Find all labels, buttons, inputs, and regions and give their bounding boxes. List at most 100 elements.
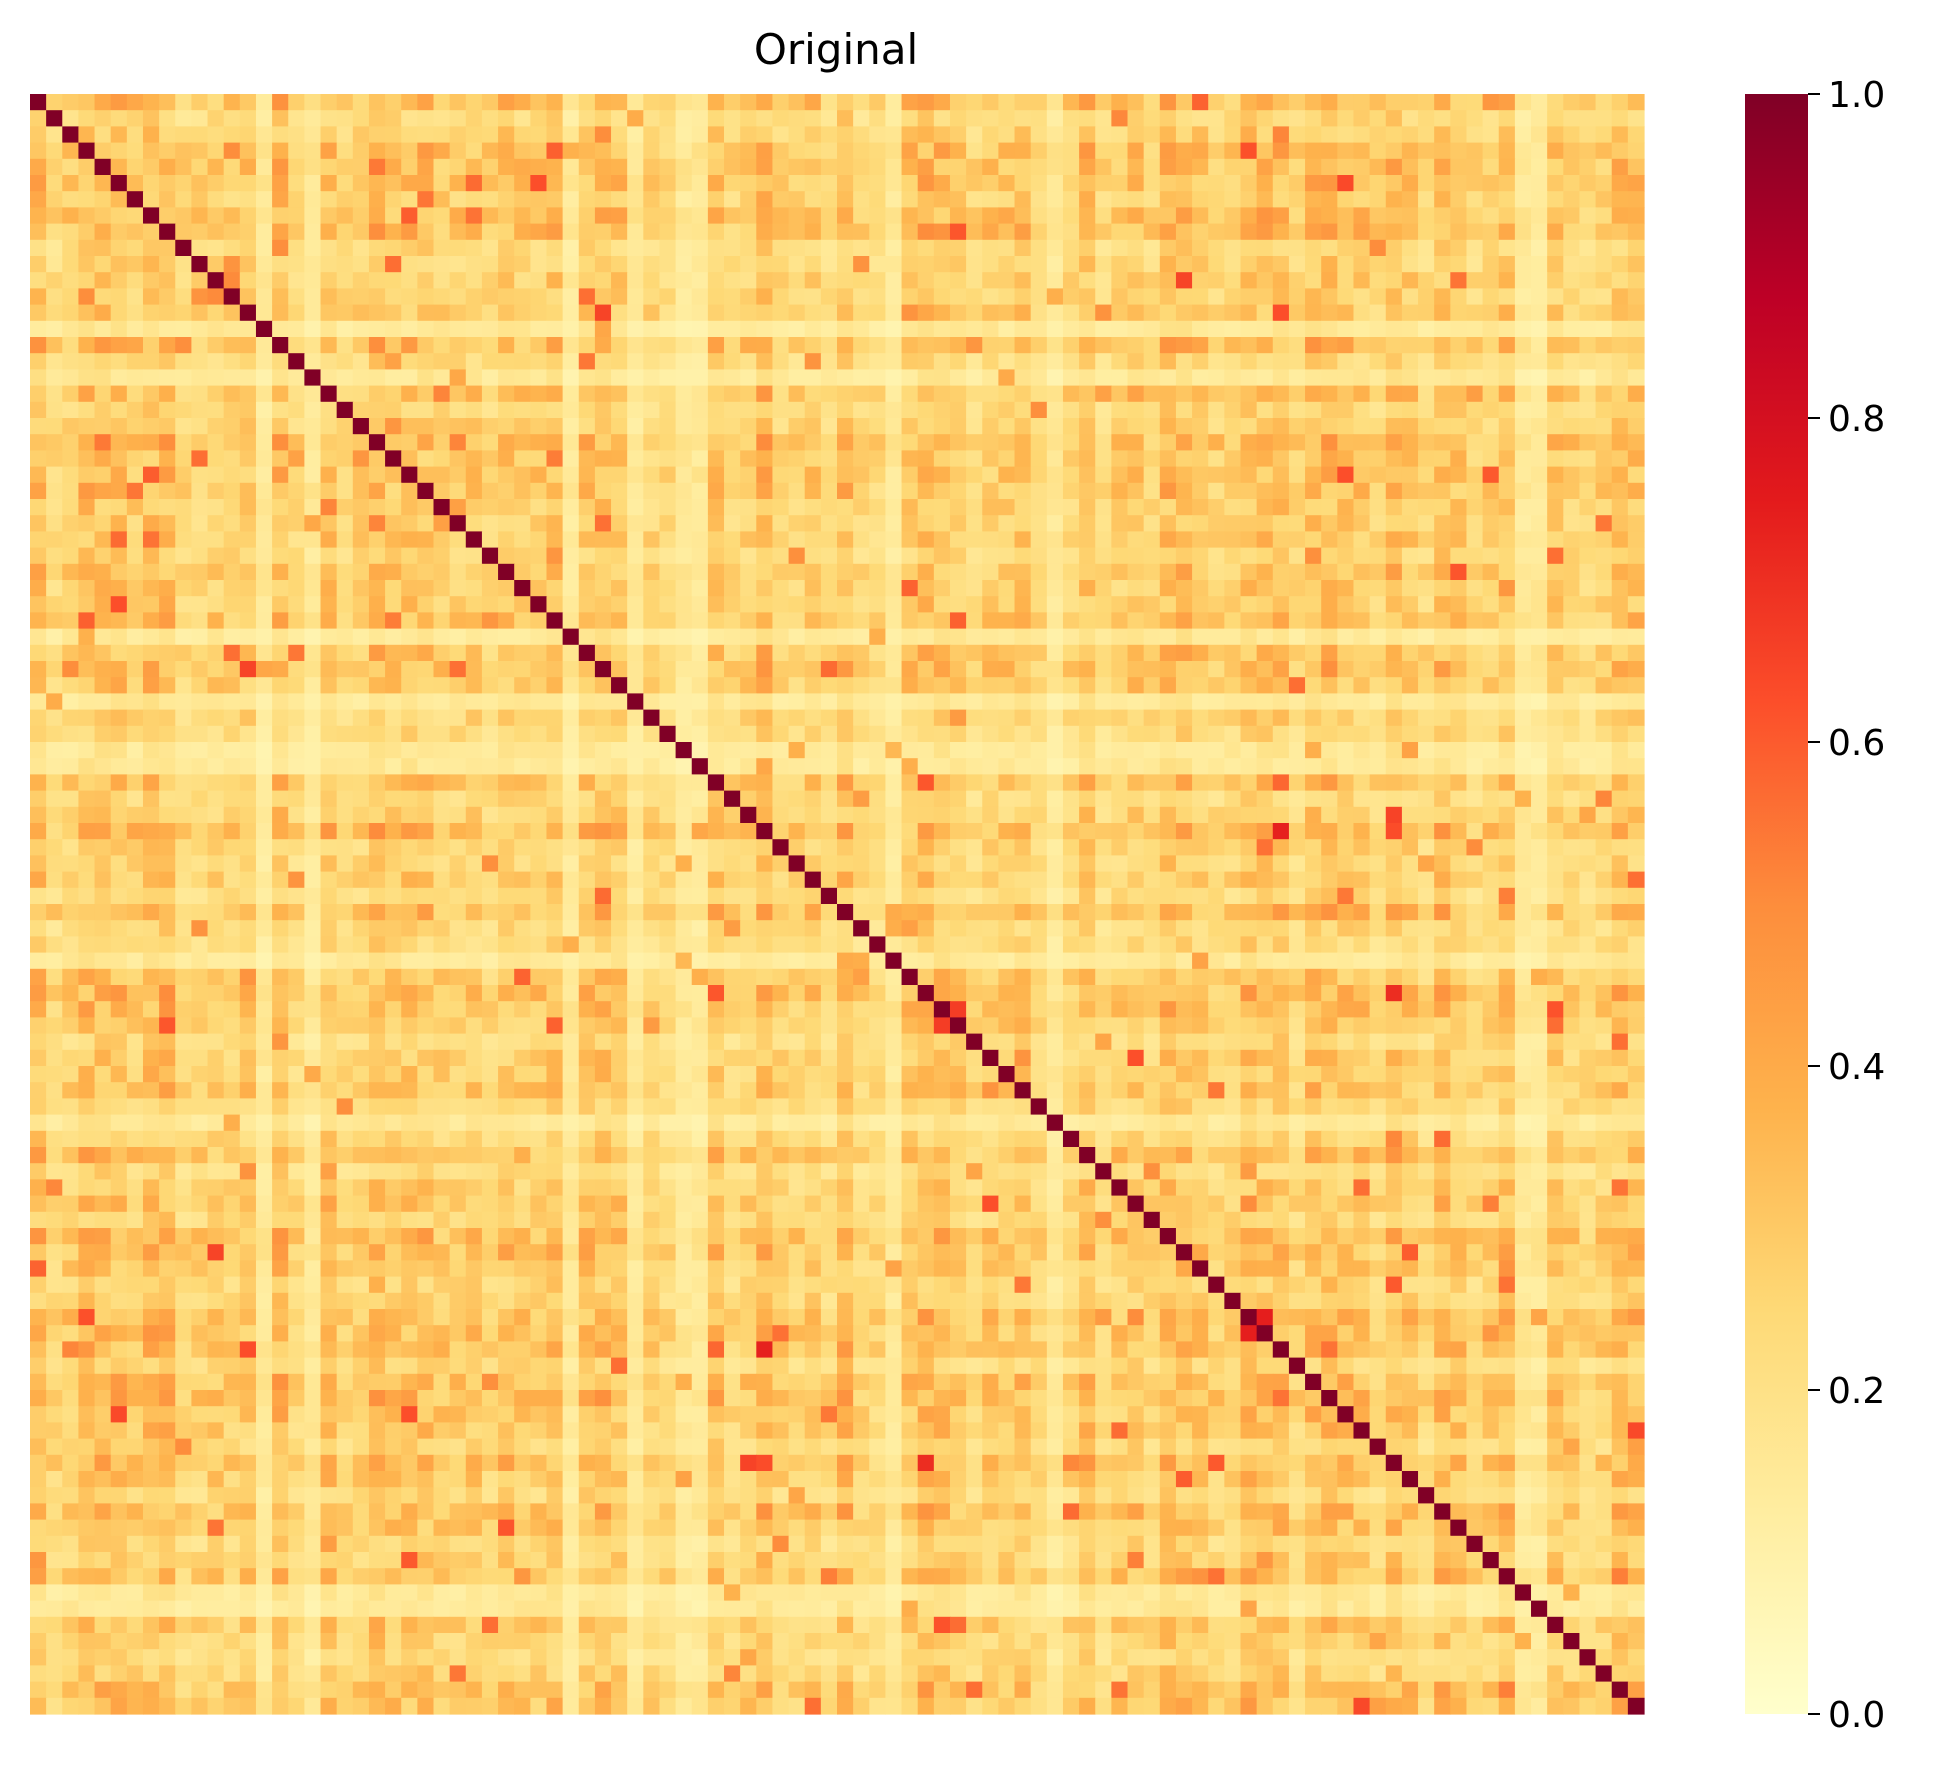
heatmap-cell — [933, 823, 951, 840]
heatmap-cell — [1111, 725, 1129, 743]
heatmap-cell — [368, 547, 386, 565]
heatmap-cell — [433, 191, 451, 208]
heatmap-cell — [627, 466, 644, 484]
heatmap-cell — [1111, 742, 1129, 759]
heatmap-cell — [352, 175, 370, 192]
heatmap-cell — [255, 612, 273, 630]
heatmap-cell — [1305, 644, 1322, 662]
heatmap-cell — [901, 887, 919, 905]
heatmap-cell — [1095, 256, 1112, 273]
heatmap-cell — [1401, 482, 1419, 500]
heatmap-cell — [659, 580, 677, 597]
heatmap-cell — [691, 239, 709, 257]
heatmap-cell — [562, 256, 580, 273]
heatmap-cell — [756, 499, 774, 516]
heatmap-cell — [1466, 823, 1484, 840]
heatmap-cell — [1272, 94, 1290, 111]
heatmap-cell — [433, 628, 451, 646]
heatmap-cell — [1159, 823, 1177, 840]
heatmap-cell — [659, 126, 677, 144]
heatmap-cell — [1563, 499, 1581, 516]
heatmap-cell — [142, 110, 160, 127]
heatmap-cell — [1514, 272, 1532, 289]
heatmap-cell — [1079, 223, 1096, 241]
heatmap-cell — [46, 434, 63, 451]
heatmap-cell — [1579, 580, 1597, 597]
heatmap-cell — [724, 369, 741, 387]
heatmap-cell — [498, 563, 515, 581]
heatmap-cell — [239, 774, 257, 792]
heatmap-cell — [401, 693, 418, 711]
heatmap-cell — [433, 434, 451, 451]
heatmap-cell — [62, 612, 80, 630]
heatmap-cell — [1288, 515, 1306, 532]
heatmap-cell — [1111, 175, 1129, 192]
heatmap-cell — [1450, 871, 1468, 889]
heatmap-cell — [62, 272, 80, 289]
heatmap-cell — [724, 839, 741, 856]
heatmap-cell — [368, 758, 386, 775]
heatmap-cell — [1030, 677, 1048, 694]
heatmap-cell — [255, 661, 273, 678]
heatmap-cell — [385, 110, 402, 127]
heatmap-cell — [223, 871, 241, 889]
heatmap-cell — [1466, 709, 1484, 727]
heatmap-cell — [1079, 320, 1096, 338]
heatmap-cell — [175, 644, 192, 662]
heatmap-cell — [1627, 563, 1645, 581]
heatmap-cell — [1030, 644, 1048, 662]
heatmap-cell — [320, 337, 338, 354]
heatmap-cell — [1611, 774, 1629, 792]
heatmap-cell — [1014, 142, 1032, 160]
heatmap-cell — [1531, 401, 1548, 419]
heatmap-cell — [465, 434, 483, 451]
heatmap-cell — [207, 580, 225, 597]
heatmap-cell — [1111, 758, 1129, 775]
heatmap-cell — [982, 580, 999, 597]
heatmap-cell — [594, 693, 612, 711]
heatmap-cell — [239, 482, 257, 500]
heatmap-cell — [675, 482, 693, 500]
heatmap-cell — [223, 288, 241, 306]
heatmap-cell — [336, 466, 354, 484]
heatmap-cell — [223, 304, 241, 322]
heatmap-cell — [901, 774, 919, 792]
heatmap-cell — [1595, 207, 1613, 225]
heatmap-cell — [514, 580, 531, 597]
heatmap-cell — [417, 256, 435, 273]
heatmap-cell — [1547, 871, 1564, 889]
heatmap-cell — [255, 450, 273, 468]
heatmap-cell — [94, 158, 112, 176]
heatmap-cell — [966, 191, 983, 208]
heatmap-cell — [368, 742, 386, 759]
heatmap-cell — [1030, 223, 1048, 241]
heatmap-cell — [449, 142, 467, 160]
heatmap-cell — [1482, 466, 1500, 484]
heatmap-cell — [1095, 855, 1112, 873]
heatmap-cell — [659, 677, 677, 694]
heatmap-cell — [417, 450, 435, 468]
heatmap-cell — [1450, 758, 1468, 775]
heatmap-cell — [1547, 758, 1564, 775]
heatmap-cell — [1272, 175, 1290, 192]
heatmap-cell — [1111, 823, 1129, 840]
heatmap-cell — [1337, 661, 1355, 678]
heatmap-cell — [368, 482, 386, 500]
heatmap-cell — [707, 304, 725, 322]
heatmap-cell — [1563, 580, 1581, 597]
heatmap-cell — [627, 612, 644, 630]
heatmap-cell — [1337, 531, 1355, 549]
heatmap-cell — [1514, 725, 1532, 743]
heatmap-cell — [498, 304, 515, 322]
heatmap-cell — [207, 385, 225, 403]
heatmap-cell — [1611, 142, 1629, 160]
heatmap-cell — [627, 223, 644, 241]
heatmap-cell — [1079, 563, 1096, 581]
heatmap-cell — [917, 758, 935, 775]
heatmap-cell — [288, 871, 305, 889]
heatmap-cell — [724, 401, 741, 419]
heatmap-cell — [611, 158, 628, 176]
heatmap-cell — [1482, 596, 1500, 613]
heatmap-cell — [239, 304, 257, 322]
